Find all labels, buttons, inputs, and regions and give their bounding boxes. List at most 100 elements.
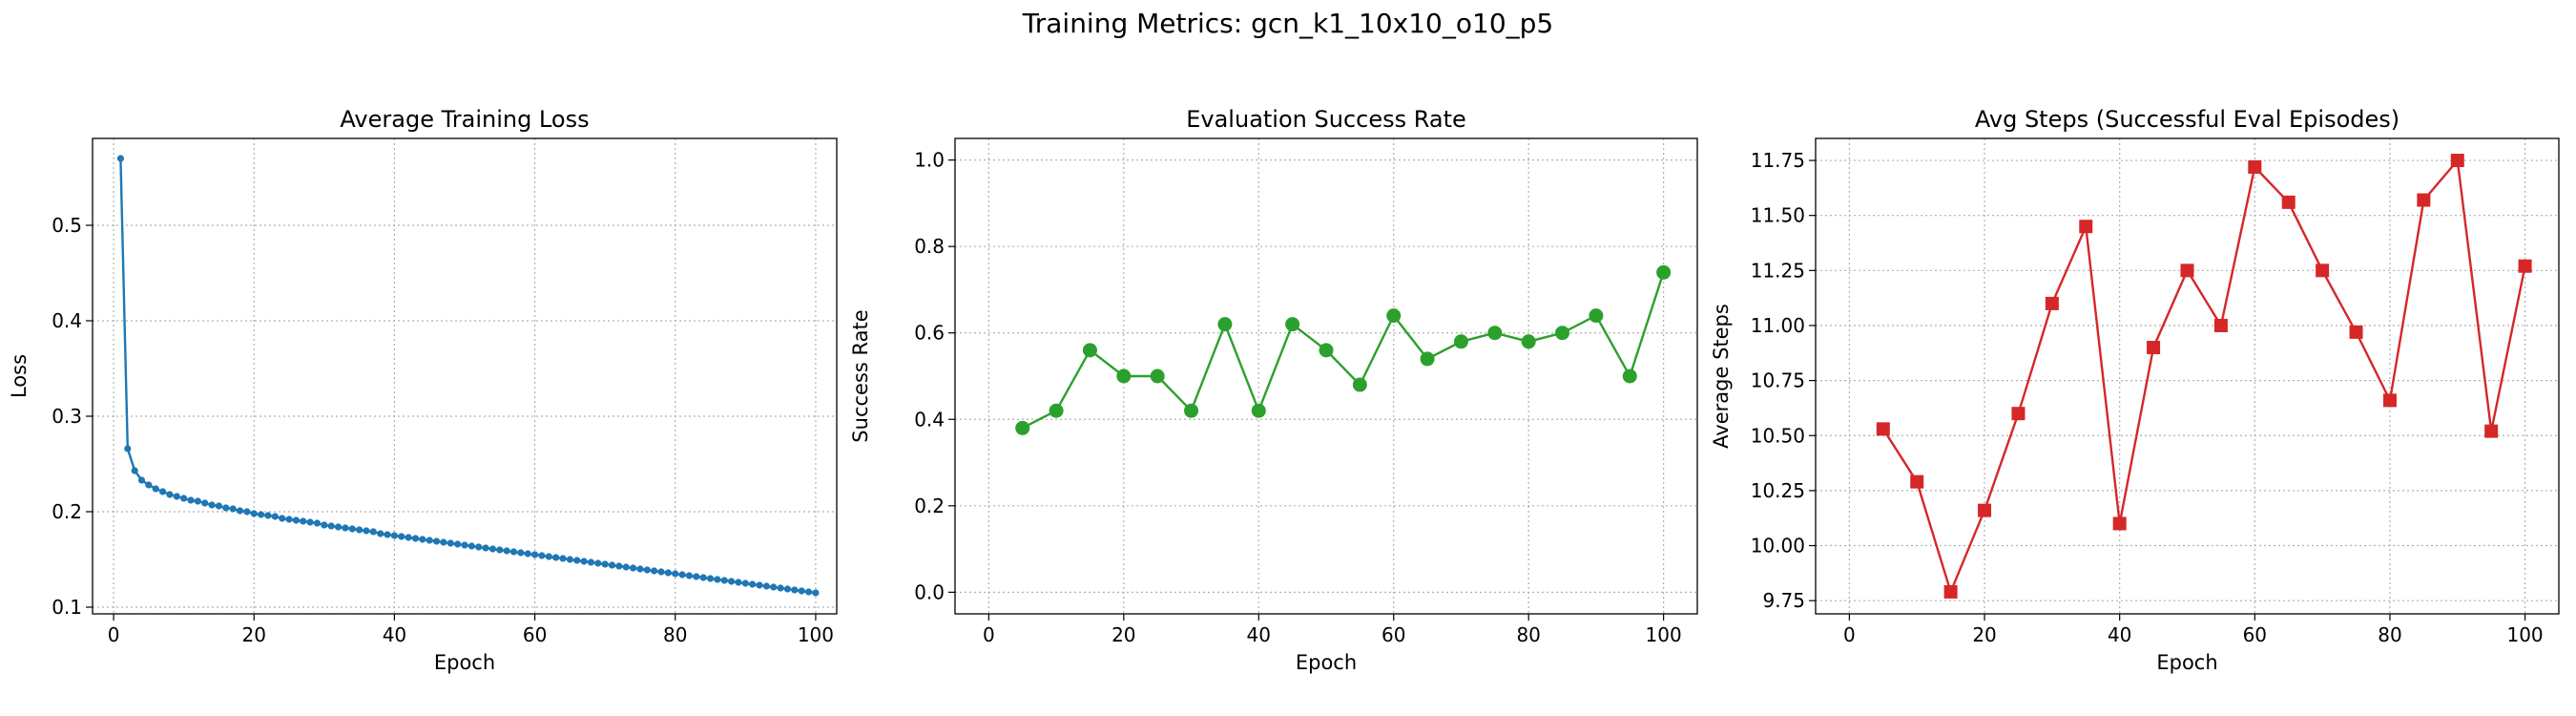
y-tick-label: 0.0 bbox=[914, 580, 945, 603]
data-point bbox=[369, 528, 377, 536]
x-tick-label: 40 bbox=[383, 623, 406, 646]
x-axis-label: Epoch bbox=[2156, 651, 2217, 674]
data-point bbox=[538, 552, 546, 559]
data-point bbox=[348, 525, 356, 533]
axes-frame bbox=[954, 137, 1698, 615]
data-point bbox=[1656, 264, 1672, 280]
data-point bbox=[1978, 503, 1992, 517]
data-point bbox=[201, 499, 209, 507]
data-point bbox=[559, 555, 567, 562]
y-tick-label: 10.75 bbox=[1751, 369, 1805, 392]
data-point bbox=[166, 491, 174, 498]
data-point bbox=[2382, 393, 2397, 408]
data-point bbox=[1910, 474, 1924, 489]
data-point bbox=[131, 467, 138, 474]
data-point bbox=[552, 554, 560, 561]
data-point bbox=[334, 523, 343, 531]
data-point bbox=[791, 586, 799, 594]
data-point bbox=[530, 551, 539, 558]
data-point bbox=[2417, 193, 2431, 207]
data-point bbox=[1251, 403, 1266, 418]
data-point bbox=[243, 508, 251, 516]
y-tick-label: 0.6 bbox=[914, 322, 945, 345]
data-point bbox=[292, 516, 300, 524]
data-point bbox=[643, 566, 651, 574]
y-tick-label: 11.75 bbox=[1751, 149, 1805, 172]
data-point bbox=[587, 558, 595, 566]
data-point bbox=[222, 504, 230, 512]
data-point bbox=[461, 541, 468, 549]
x-tick-label: 20 bbox=[1972, 623, 1996, 646]
data-point bbox=[2045, 296, 2059, 310]
data-point bbox=[405, 534, 412, 541]
data-point bbox=[300, 517, 307, 525]
data-point bbox=[741, 579, 749, 587]
series-line bbox=[119, 158, 817, 595]
data-point bbox=[411, 535, 420, 542]
data-point bbox=[735, 579, 742, 586]
data-point bbox=[699, 574, 707, 581]
data-point bbox=[545, 553, 552, 560]
data-point bbox=[187, 496, 195, 504]
data-point bbox=[706, 575, 715, 582]
data-point bbox=[1622, 369, 1637, 384]
y-tick-label: 0.5 bbox=[52, 214, 82, 237]
data-point bbox=[426, 537, 433, 544]
y-tick-label: 0.2 bbox=[52, 500, 82, 523]
data-point bbox=[573, 557, 581, 564]
data-point bbox=[1015, 420, 1030, 435]
x-tick-label: 60 bbox=[2243, 623, 2267, 646]
data-point bbox=[636, 565, 644, 573]
data-point bbox=[145, 481, 153, 489]
data-point bbox=[664, 569, 672, 577]
data-point bbox=[1352, 377, 1367, 392]
y-tick-label: 11.50 bbox=[1751, 204, 1805, 227]
data-point bbox=[685, 572, 694, 579]
data-point bbox=[1487, 326, 1503, 341]
data-point bbox=[756, 581, 763, 589]
panel-title: Avg Steps (Successful Eval Episodes) bbox=[1975, 106, 2399, 133]
data-point bbox=[258, 511, 265, 518]
data-point bbox=[467, 542, 475, 550]
panel-title: Average Training Loss bbox=[340, 106, 589, 133]
y-axis-label: Success Rate bbox=[849, 309, 872, 442]
y-tick-label: 11.25 bbox=[1751, 259, 1805, 282]
data-point bbox=[2180, 263, 2194, 278]
x-tick-label: 100 bbox=[2506, 623, 2543, 646]
data-point bbox=[1116, 369, 1132, 384]
y-tick-label: 0.4 bbox=[914, 408, 945, 431]
data-point bbox=[137, 476, 146, 484]
data-point bbox=[194, 497, 201, 505]
data-point bbox=[327, 522, 335, 530]
data-point bbox=[1082, 343, 1097, 358]
data-point bbox=[728, 578, 736, 585]
data-point bbox=[236, 507, 244, 515]
axes-frame bbox=[92, 137, 838, 615]
data-point bbox=[229, 505, 237, 513]
data-point bbox=[812, 589, 820, 597]
data-point bbox=[2147, 341, 2161, 355]
data-point bbox=[678, 571, 686, 579]
data-point bbox=[2281, 195, 2296, 209]
y-tick-label: 1.0 bbox=[914, 149, 945, 172]
y-tick-label: 11.00 bbox=[1751, 314, 1805, 337]
x-tick-label: 80 bbox=[2378, 623, 2401, 646]
series-line bbox=[1881, 158, 2526, 594]
data-point bbox=[749, 580, 757, 588]
data-point bbox=[215, 502, 223, 510]
data-point bbox=[804, 588, 813, 596]
x-tick-label: 20 bbox=[1111, 623, 1135, 646]
x-axis-label: Epoch bbox=[434, 651, 495, 674]
data-point bbox=[321, 521, 328, 529]
data-point bbox=[1943, 584, 1958, 599]
data-point bbox=[208, 501, 216, 509]
data-point bbox=[306, 518, 314, 526]
x-tick-label: 40 bbox=[2108, 623, 2131, 646]
data-point bbox=[447, 539, 454, 547]
data-point bbox=[279, 515, 286, 522]
data-point bbox=[1521, 334, 1536, 349]
data-point bbox=[2484, 424, 2499, 438]
data-point bbox=[475, 543, 483, 551]
